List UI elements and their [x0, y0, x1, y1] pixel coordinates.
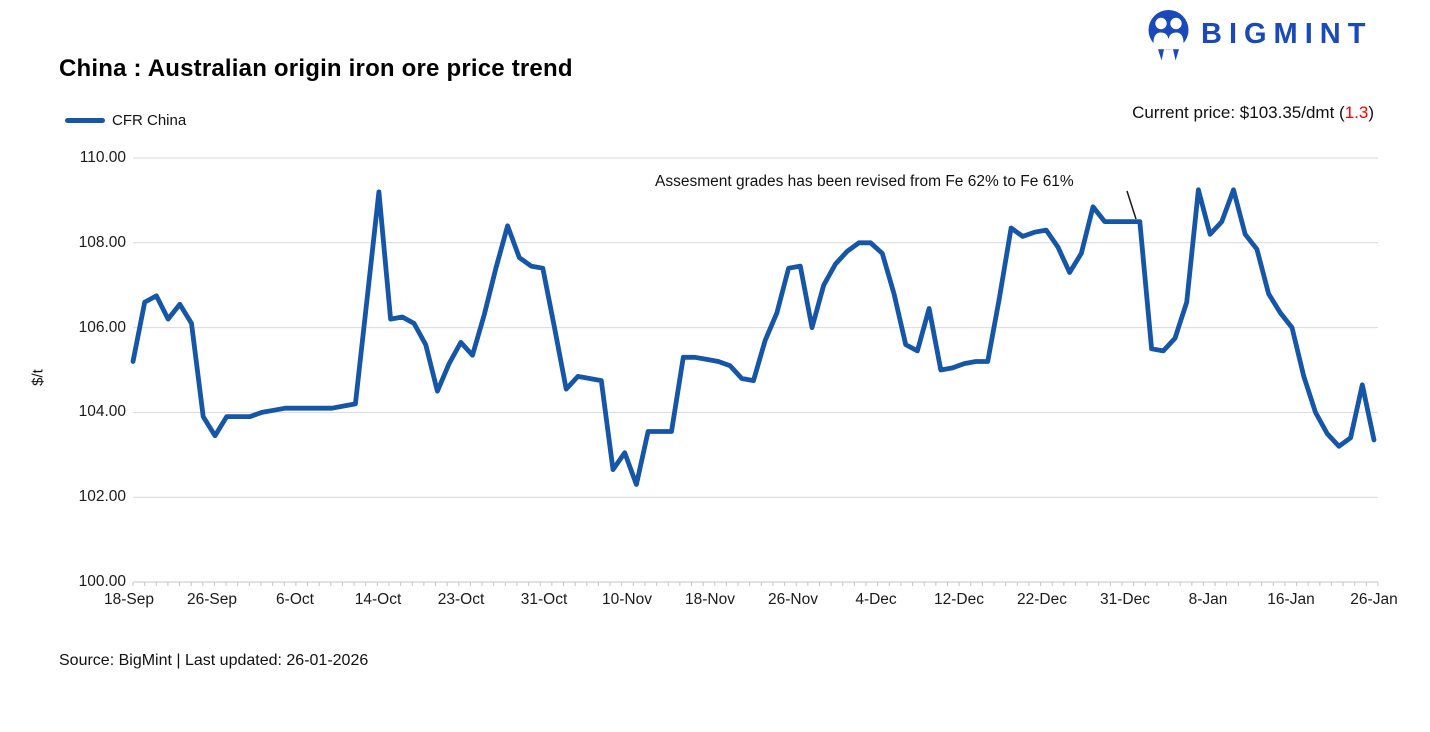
page-title: China : Australian origin iron ore price…: [59, 55, 573, 82]
source-note: Source: BigMint | Last updated: 26-01-20…: [59, 652, 369, 669]
legend: CFR China: [65, 112, 186, 129]
current-price-change: 1.3: [1344, 103, 1369, 122]
y-tick-label: 102.00: [78, 488, 126, 506]
x-tick-label: 22-Dec: [1017, 591, 1067, 608]
price-line: [130, 187, 1377, 487]
bigmint-logo-text: BIGMINT: [1201, 18, 1373, 50]
annotation-pointer-line: [1126, 190, 1137, 220]
current-price-note: Current price: $103.35/dmt (1.3): [1132, 103, 1374, 123]
chart-annotation: Assesment grades has been revised from F…: [655, 173, 1074, 190]
x-tick-label: 26-Sep: [187, 591, 237, 608]
y-tick-label: 100.00: [78, 573, 126, 590]
x-tick-label: 31-Dec: [1100, 591, 1150, 608]
bigmint-logo: BIGMINT: [1146, 8, 1372, 61]
legend-line-marker: [65, 118, 105, 123]
x-tick-label: 26-Nov: [768, 591, 818, 608]
x-tick-label: 31-Oct: [520, 591, 568, 608]
y-tick-label: 104.00: [78, 403, 126, 421]
x-tick-label: 6-Oct: [276, 591, 314, 608]
x-tick-label: 8-Jan: [1188, 591, 1228, 608]
x-tick-label: 23-Oct: [437, 591, 485, 608]
legend-label: CFR China: [112, 112, 187, 129]
x-tick-label: 18-Nov: [685, 591, 735, 608]
x-tick-label: 12-Dec: [934, 591, 984, 608]
y-tick-label: 110.00: [79, 149, 126, 166]
bigmint-logo-icon: [1148, 10, 1189, 61]
x-tick-label: 4-Dec: [855, 591, 897, 608]
x-tick-label: 16-Jan: [1267, 591, 1315, 608]
x-tick-label: 14-Oct: [354, 591, 402, 608]
current-price-text: Current price: $103.35/dmt (: [1132, 103, 1345, 122]
y-tick-label: 106.00: [78, 318, 126, 336]
y-tick-label: 108.00: [78, 233, 126, 251]
current-price-close: ): [1368, 103, 1374, 122]
x-tick-label: 10-Nov: [602, 591, 652, 608]
y-axis-title: $/t: [29, 369, 47, 386]
x-tick-label: 18-Sep: [104, 591, 154, 608]
x-tick-label: 26-Jan: [1350, 591, 1398, 608]
